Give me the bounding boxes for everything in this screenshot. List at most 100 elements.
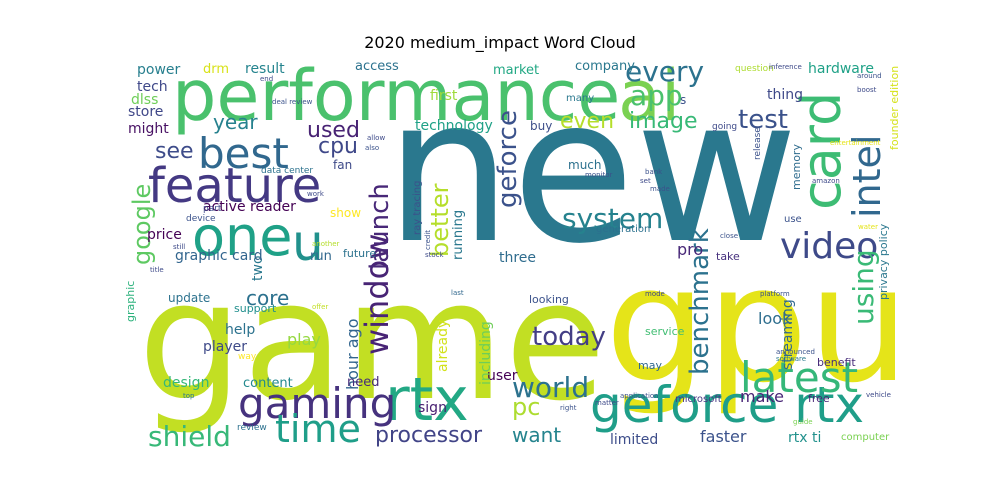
word-amazon: amazon xyxy=(812,177,840,185)
word-top: top xyxy=(183,392,195,400)
word-design: design xyxy=(163,375,209,391)
word-first: first xyxy=(430,88,458,104)
word-privacy-policy: privacy policy xyxy=(877,223,890,300)
word-drm: drm xyxy=(203,62,229,77)
word-year: year xyxy=(213,110,258,134)
word-fan: fan xyxy=(333,158,352,172)
word-way: way xyxy=(238,352,257,362)
word-much: much xyxy=(568,158,602,172)
word-system: system xyxy=(562,202,663,235)
word-around: around xyxy=(857,72,882,80)
word-geforce-rtx: geforce rtx xyxy=(590,376,864,434)
word-graphic-card: graphic card xyxy=(175,248,263,264)
word-launch: launch xyxy=(365,183,395,270)
word-show: show xyxy=(330,206,361,220)
word-core: core xyxy=(246,286,289,310)
word-work: work xyxy=(307,190,325,198)
word-gaming: gaming xyxy=(238,379,396,428)
word-image: image xyxy=(629,109,698,134)
word-player: player xyxy=(203,339,247,355)
word-geforce: geforce xyxy=(493,110,523,208)
word-technology: technology xyxy=(415,118,493,134)
word-processor: processor xyxy=(375,423,483,448)
word-computer: computer xyxy=(841,432,890,443)
word-platform: platform xyxy=(760,290,790,298)
word-ray-tracing: ray tracing xyxy=(412,181,423,235)
word-performance: performance xyxy=(172,55,620,137)
word-help: help xyxy=(225,322,255,338)
word-entertainment: entertainment xyxy=(830,139,881,147)
word-two: two xyxy=(250,255,266,281)
word-content: content xyxy=(243,376,293,391)
word-question: question xyxy=(735,64,774,74)
word-device: device xyxy=(186,214,216,224)
word-generation: generation xyxy=(596,224,650,235)
word-service: service xyxy=(645,325,685,338)
word-test: test xyxy=(738,105,788,135)
word-look: look xyxy=(758,309,792,328)
word-video: video xyxy=(780,226,878,267)
word-looking: looking xyxy=(529,293,569,306)
word-right: right xyxy=(560,404,577,412)
word-dlss: dlss xyxy=(131,92,158,108)
word-release: release xyxy=(753,127,763,160)
word-matter: matter xyxy=(595,399,619,407)
word-best: best xyxy=(198,129,289,178)
word-might: might xyxy=(128,121,169,137)
word-vehicle: vehicle xyxy=(866,391,891,399)
word-allow: allow xyxy=(367,134,385,142)
word-window: window xyxy=(358,234,396,355)
word-used: used xyxy=(307,118,360,143)
word-set: set xyxy=(640,177,651,185)
word-last: last xyxy=(451,289,464,297)
word-take: take xyxy=(716,250,740,263)
word-better: better xyxy=(426,183,454,257)
word-make: make xyxy=(740,387,784,406)
word-close: close xyxy=(720,232,738,240)
word-review: review xyxy=(237,423,267,433)
word-pc: pc xyxy=(512,393,540,421)
word-many: many xyxy=(566,93,594,104)
word-offer: offer xyxy=(312,303,328,311)
word-three: three xyxy=(499,250,536,266)
word-running: running xyxy=(451,210,466,260)
word-use: use xyxy=(784,214,802,225)
word-streaming: streaming xyxy=(780,299,796,370)
word-software: software xyxy=(776,355,806,363)
word-faster: faster xyxy=(700,427,747,446)
word-intel: intel xyxy=(845,135,889,218)
word-power: power xyxy=(137,62,181,78)
word-need: need xyxy=(347,375,380,390)
word-user: user xyxy=(487,368,518,384)
word-limited: limited xyxy=(610,432,658,448)
word-tech: tech xyxy=(137,79,168,95)
chart-title: 2020 medium_impact Word Cloud xyxy=(364,33,636,52)
word-part: part xyxy=(203,204,222,214)
word-future: future xyxy=(343,247,376,260)
word-u: u xyxy=(292,214,324,272)
word-gpu: gpu xyxy=(605,231,910,418)
word-water: water xyxy=(858,223,878,231)
word-made: made xyxy=(650,185,670,193)
word-application: application xyxy=(620,392,659,400)
word-app: app xyxy=(630,79,683,112)
word-pro: pro xyxy=(677,240,703,259)
word-inference: inference xyxy=(769,63,802,71)
word-result: result xyxy=(245,61,285,77)
word-data-center: data center xyxy=(261,166,313,176)
word-want: want xyxy=(512,423,561,447)
word-using: using xyxy=(847,249,880,325)
word-announced: announced xyxy=(776,348,815,356)
word-every: every xyxy=(625,55,704,88)
word-market: market xyxy=(493,63,539,78)
word-s: s xyxy=(680,93,686,107)
word-monitor: monitor xyxy=(585,171,613,179)
word-benefit: benefit xyxy=(817,356,856,369)
word-graphic: graphic xyxy=(124,281,137,322)
word-bank: bank xyxy=(645,168,663,176)
word-time: time xyxy=(275,407,361,451)
word-stock: stock xyxy=(425,251,445,259)
word-title: title xyxy=(150,266,164,274)
word-update: update xyxy=(168,291,210,305)
